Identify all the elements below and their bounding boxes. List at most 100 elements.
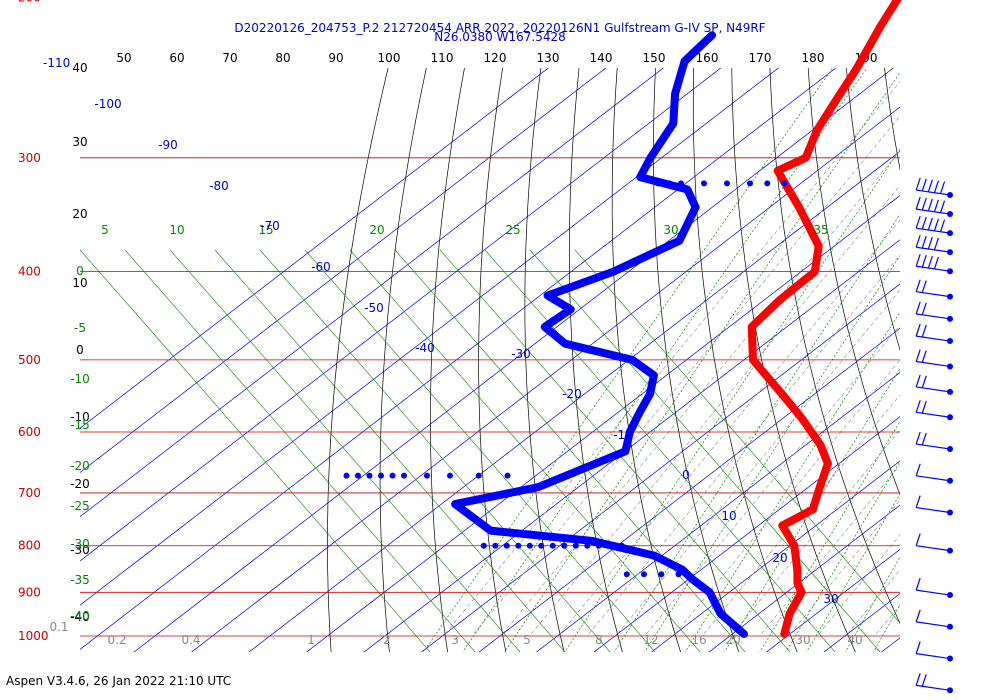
isotherm-line xyxy=(766,548,900,652)
moist-adiabat-line xyxy=(818,534,900,635)
mixing-ratio-upper-label: 10 xyxy=(169,223,184,237)
mixing-ratio-curve xyxy=(169,249,521,652)
wind-barb-shaft xyxy=(916,227,951,234)
wind-barb-shaft xyxy=(916,246,951,253)
mixing-ratio-curve xyxy=(214,249,566,652)
mixing-ratio-curve xyxy=(439,249,791,652)
wind-barb-shaft xyxy=(916,313,951,320)
dewpoint-point xyxy=(623,571,630,578)
wind-barb xyxy=(915,254,953,275)
wind-barb-flag xyxy=(921,432,927,446)
wind-barb-flag xyxy=(927,217,933,231)
dry-adiabat-line xyxy=(478,68,507,652)
wind-barb-flag xyxy=(915,400,921,413)
wind-barb xyxy=(915,301,953,322)
dry-adiabat-line xyxy=(653,68,740,652)
wind-barb-shaft xyxy=(916,684,951,691)
wind-barb-flag xyxy=(921,302,927,315)
dewpoint-point xyxy=(584,542,591,549)
isotherm-label: -60 xyxy=(311,260,331,274)
top-axis-tick-label: 180 xyxy=(802,51,825,65)
dry-adiabat-line xyxy=(970,0,1000,653)
mixing-ratio-left-label: -40 xyxy=(70,609,90,623)
dry-adiabat-line xyxy=(907,0,1000,653)
wind-barb-flag xyxy=(921,280,927,293)
isotherm-line xyxy=(248,150,900,652)
isotherm-label: -80 xyxy=(209,179,229,193)
wind-barb-flag xyxy=(921,216,927,230)
mixing-ratio-bottom-label: 0.2 xyxy=(107,633,126,647)
isotherm-line xyxy=(80,68,664,518)
wind-barb xyxy=(915,641,953,662)
top-axis-tick-label: 110 xyxy=(431,51,454,65)
pressure-label: 300 xyxy=(18,151,41,165)
dewpoint-point xyxy=(724,180,730,187)
dewpoint-point xyxy=(492,542,499,549)
wind-barb-flag xyxy=(915,577,921,591)
height-tick-label: -10 xyxy=(70,410,90,424)
wind-barb xyxy=(915,577,953,599)
dewpoint-point xyxy=(343,472,350,479)
wind-barb-flag xyxy=(921,235,927,249)
wind-barb xyxy=(915,495,953,516)
wind-barb xyxy=(915,279,953,300)
mixing-ratio-upper-label: 35 xyxy=(813,223,828,237)
isotherm-line xyxy=(421,283,900,652)
mixing-ratio-curve xyxy=(484,249,836,652)
mixing-ratio-curve xyxy=(304,249,656,652)
isotherm-line xyxy=(708,504,900,652)
moist-adiabat-line xyxy=(847,569,900,635)
moist-adiabat-line xyxy=(761,464,900,635)
wind-barb xyxy=(915,215,953,237)
height-tick-label: -30 xyxy=(70,543,90,557)
wind-barb xyxy=(915,673,953,694)
isotherm-line xyxy=(911,34,1000,674)
height-tick-label: 0 xyxy=(76,343,84,357)
dewpoint-point xyxy=(378,472,384,479)
wind-barb xyxy=(915,374,953,395)
wind-barb-flag xyxy=(915,323,921,337)
mixing-ratio-line xyxy=(844,556,900,652)
wind-barb-shaft xyxy=(916,386,951,393)
wind-barb xyxy=(915,533,953,554)
grid-layer xyxy=(80,0,1000,674)
moist-adiabat-line xyxy=(789,499,900,635)
dry-adiabat-line xyxy=(807,68,900,496)
pressure-label: 200 xyxy=(18,0,41,4)
dewpoint-point xyxy=(355,472,361,479)
mixing-ratio-left-label: -25 xyxy=(70,499,90,513)
height-tick-label: 30 xyxy=(72,135,87,149)
dewpoint-point xyxy=(701,180,707,187)
mixing-ratio-bottom-label: 16 xyxy=(691,633,706,647)
isotherm-label: -70 xyxy=(260,219,280,233)
mixing-ratio-bottom-label: 3 xyxy=(451,633,459,647)
mixing-ratio-bottom-label: 0.1 xyxy=(49,620,68,634)
mixing-ratio-bottom-label: 30 xyxy=(795,633,810,647)
dewpoint-point xyxy=(618,542,625,549)
wind-barb-shaft xyxy=(916,475,951,482)
top-axis-tick-label: 70 xyxy=(222,51,237,65)
dewpoint-point xyxy=(475,472,482,479)
wind-barb-flag xyxy=(915,196,921,210)
dry-adiabat-line xyxy=(430,68,465,652)
isotherm-line xyxy=(478,327,900,652)
dry-adiabat-line xyxy=(327,68,389,652)
wind-barb-flag xyxy=(933,218,940,232)
wind-barb-flag xyxy=(915,254,921,267)
wind-barb-flag xyxy=(921,375,927,389)
dewpoint-point xyxy=(538,542,545,549)
dewpoint-point xyxy=(549,542,556,549)
mixing-ratio-curve xyxy=(529,249,881,652)
isotherm-label: 0 xyxy=(682,468,690,482)
mixing-ratio-line xyxy=(723,368,900,652)
height-tick-label: 10 xyxy=(72,276,87,290)
pressure-label: 900 xyxy=(18,585,41,599)
top-axis-tick-label: 140 xyxy=(590,51,613,65)
wind-barb-flag xyxy=(933,237,940,251)
wind-barb-shaft xyxy=(916,291,951,298)
mixing-ratio-left-label: -20 xyxy=(70,459,90,473)
isotherm-line xyxy=(80,68,607,473)
isotherm-line xyxy=(191,106,900,652)
isotherm-label: -20 xyxy=(562,387,582,401)
